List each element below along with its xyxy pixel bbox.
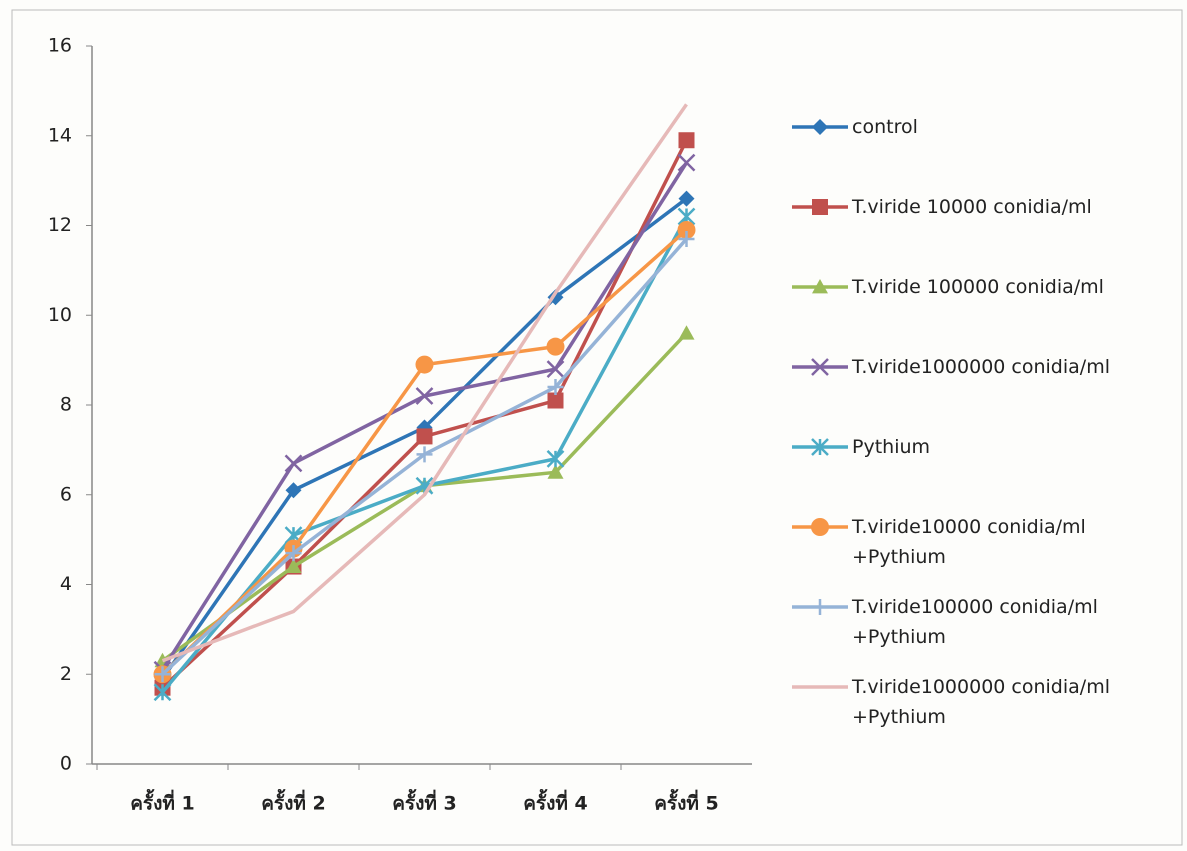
marker — [547, 379, 564, 396]
legend-item: T.viride100000 conidia/ml +Pythium — [790, 588, 1180, 668]
legend: control T.viride 10000 conidia/ml T.viride… — [790, 108, 1180, 748]
marker — [812, 599, 828, 615]
x-tick-label: ครั้งที่ 1 — [130, 789, 195, 815]
marker — [415, 355, 434, 374]
marker — [285, 558, 302, 573]
legend-swatch — [792, 685, 848, 689]
marker — [284, 454, 303, 473]
y-tick-label: 12 — [48, 214, 72, 236]
marker — [153, 683, 172, 702]
marker — [812, 279, 828, 294]
legend-label: Pythium — [852, 436, 931, 458]
legend-swatch — [792, 279, 848, 294]
marker — [678, 132, 695, 149]
legend-item: Pythium — [790, 428, 1180, 508]
legend-label: T.viride10000 conidia/ml +Pythium — [852, 516, 1086, 568]
legend-label: T.viride100000 conidia/ml +Pythium — [852, 596, 1098, 648]
marker — [678, 190, 695, 207]
legend-label: control — [852, 116, 918, 138]
legend-swatch — [792, 438, 848, 456]
marker — [812, 199, 828, 215]
marker — [546, 337, 565, 356]
marker — [546, 449, 565, 468]
marker — [547, 464, 564, 479]
chart-border — [11, 9, 1183, 846]
legend-item: T.viride10000 conidia/ml +Pythium — [790, 508, 1180, 588]
marker — [416, 446, 433, 463]
legend-swatch — [792, 518, 848, 536]
x-tick-label: ครั้งที่ 4 — [523, 789, 588, 815]
legend-label: T.viride1000000 conidia/ml +Pythium — [852, 676, 1110, 728]
marker — [285, 482, 302, 499]
x-tick-label: ครั้งที่ 2 — [261, 789, 326, 815]
legend-swatch — [792, 358, 848, 376]
legend-swatch — [792, 599, 848, 615]
legend-swatch — [792, 199, 848, 215]
marker — [416, 428, 433, 445]
marker — [285, 545, 302, 562]
y-tick-label: 0 — [60, 753, 72, 775]
y-tick-label: 2 — [60, 663, 72, 685]
legend-item: T.viride1000000 conidia/ml +Pythium — [790, 668, 1180, 748]
legend-item: T.viride 10000 conidia/ml — [790, 188, 1180, 268]
marker — [677, 153, 696, 172]
legend-swatch — [792, 119, 848, 135]
x-tick-label: ครั้งที่ 5 — [654, 789, 719, 815]
y-tick-label: 10 — [48, 304, 72, 326]
legend-item: control — [790, 108, 1180, 188]
marker — [154, 666, 171, 683]
y-tick-label: 14 — [48, 124, 72, 146]
marker — [415, 476, 434, 495]
marker — [678, 325, 695, 340]
marker — [811, 358, 829, 376]
legend-label: T.viride 100000 conidia/ml — [852, 276, 1104, 298]
x-tick-label: ครั้งที่ 3 — [392, 789, 457, 815]
legend-label: T.viride 10000 conidia/ml — [852, 196, 1092, 218]
y-tick-label: 16 — [48, 35, 72, 57]
legend-item: T.viride1000000 conidia/ml — [790, 348, 1180, 428]
marker — [415, 387, 434, 405]
legend-label: T.viride1000000 conidia/ml — [852, 356, 1110, 378]
y-tick-label: 6 — [60, 483, 72, 505]
series-line — [161, 103, 688, 663]
marker — [677, 220, 696, 239]
marker — [546, 360, 565, 378]
marker — [678, 230, 695, 247]
marker — [811, 438, 829, 456]
marker — [547, 392, 564, 409]
marker — [812, 119, 828, 135]
y-tick-label: 4 — [60, 573, 72, 595]
legend-item: T.viride 100000 conidia/ml — [790, 268, 1180, 348]
y-tick-label: 8 — [60, 394, 72, 416]
marker — [811, 518, 829, 536]
